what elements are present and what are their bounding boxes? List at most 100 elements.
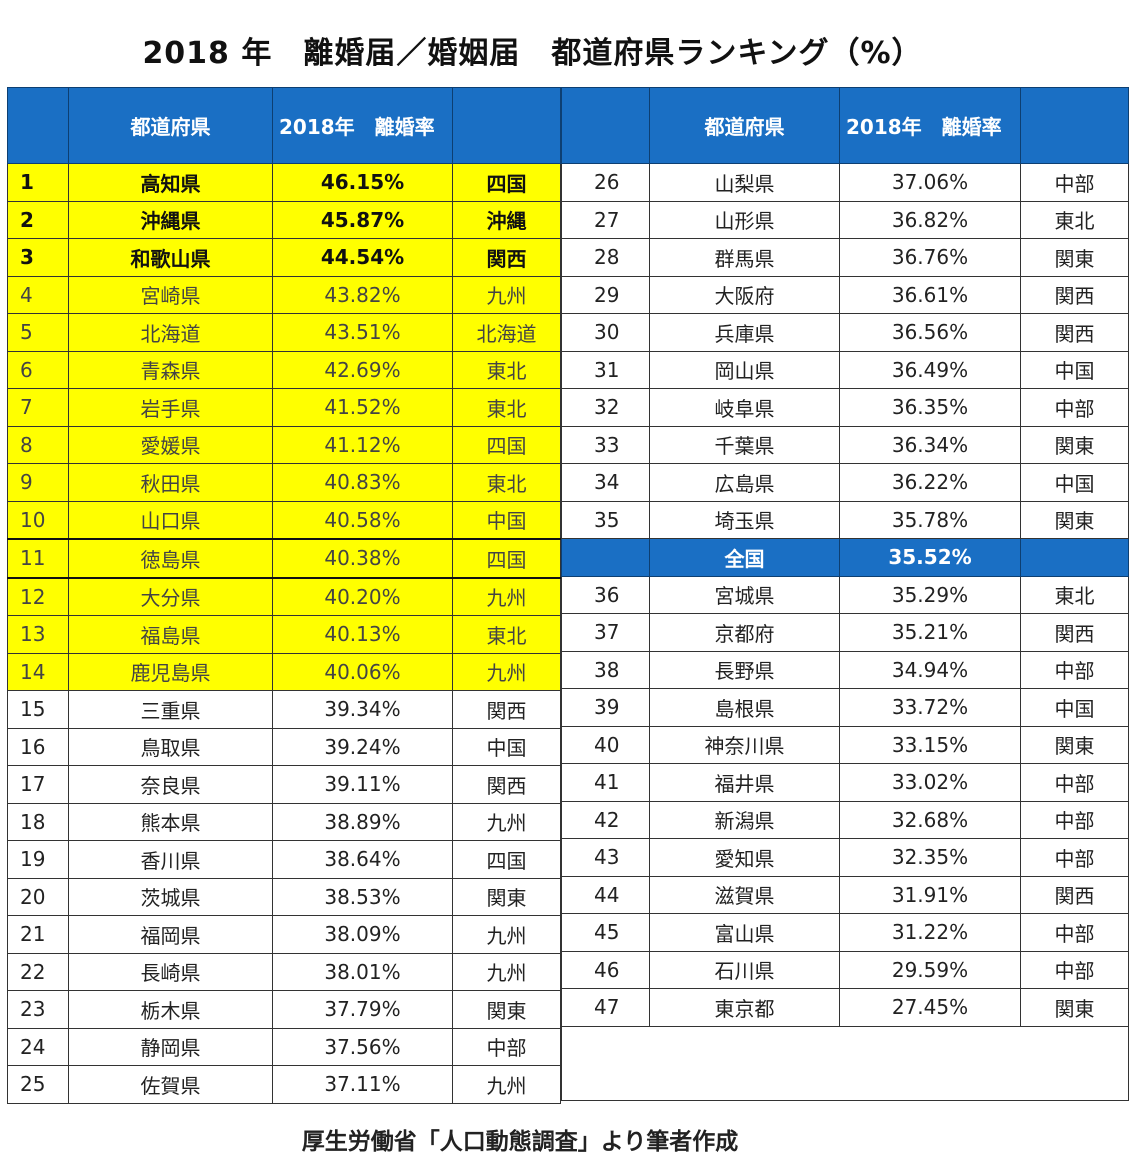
region-cell: 中国 [452, 727, 561, 766]
rate-cell: 29.59% [839, 950, 1021, 989]
prefecture-cell: 栃木県 [68, 990, 273, 1029]
rank-cell: 47 [561, 988, 650, 1027]
table-row: 44 滋賀県 31.91% 関西 [561, 875, 1129, 914]
rate-cell: 40.38% [272, 538, 453, 578]
rate-cell: 39.24% [272, 727, 453, 766]
region-cell: 中部 [1020, 763, 1129, 802]
prefecture-cell: 岡山県 [649, 350, 840, 389]
rate-cell: 31.22% [839, 913, 1021, 952]
header-rank [561, 87, 650, 164]
prefecture-cell: 宮崎県 [68, 275, 273, 314]
rate-cell: 31.91% [839, 875, 1021, 914]
prefecture-cell: 長崎県 [68, 952, 273, 991]
rank-cell: 34 [561, 463, 650, 502]
prefecture-cell: 和歌山県 [68, 238, 273, 277]
table-row: 43 愛知県 32.35% 中部 [561, 838, 1129, 877]
rank-cell: 18 [7, 802, 69, 841]
rank-cell: 31 [561, 350, 650, 389]
prefecture-cell: 群馬県 [649, 238, 840, 277]
rate-cell: 40.58% [272, 500, 453, 540]
table-row: 2 沖縄県 45.87% 沖縄 [7, 200, 561, 239]
table-row: 6 青森県 42.69% 東北 [7, 350, 561, 389]
rank-cell: 40 [561, 725, 650, 764]
rank-cell: 29 [561, 275, 650, 314]
header-row: 都道府県 2018年 離婚率 [7, 87, 561, 164]
empty-row [561, 1025, 1129, 1063]
rank-cell: 16 [7, 727, 69, 766]
region-cell: 中部 [1020, 913, 1129, 952]
region-cell: 九州 [452, 576, 561, 616]
rank-cell: 30 [561, 313, 650, 352]
table-row: 12 大分県 40.20% 九州 [7, 576, 561, 616]
region-cell: 中国 [1020, 688, 1129, 727]
prefecture-cell: 静岡県 [68, 1027, 273, 1066]
table-row: 9 秋田県 40.83% 東北 [7, 463, 561, 502]
rate-cell: 36.56% [839, 313, 1021, 352]
region-cell: 北海道 [452, 313, 561, 352]
rate-cell: 27.45% [839, 988, 1021, 1027]
table-row: 32 岐阜県 36.35% 中部 [561, 388, 1129, 427]
table-row: 47 東京都 27.45% 関東 [561, 988, 1129, 1027]
header-rate: 2018年 離婚率 [272, 87, 453, 164]
prefecture-cell: 愛媛県 [68, 425, 273, 464]
prefecture-cell: 新潟県 [649, 800, 840, 839]
prefecture-cell: 熊本県 [68, 802, 273, 841]
region-cell: 東北 [452, 615, 561, 654]
prefecture-cell: 茨城県 [68, 877, 273, 916]
header-region [452, 87, 561, 164]
table-row: 39 島根県 33.72% 中国 [561, 688, 1129, 727]
rank-cell: 13 [7, 615, 69, 654]
prefecture-cell: 香川県 [68, 840, 273, 879]
region-cell: 中国 [1020, 350, 1129, 389]
rank-cell: 26 [561, 163, 650, 202]
region-cell: 関西 [452, 765, 561, 804]
rank-cell: 46 [561, 950, 650, 989]
rate-cell: 36.22% [839, 463, 1021, 502]
prefecture-cell: 大阪府 [649, 275, 840, 314]
prefecture-cell: 奈良県 [68, 765, 273, 804]
table-row: 31 岡山県 36.49% 中国 [561, 350, 1129, 389]
region-cell: 九州 [452, 915, 561, 954]
region-cell: 関東 [1020, 500, 1129, 539]
prefecture-cell: 鹿児島県 [68, 652, 273, 691]
national-rate: 35.52% [839, 538, 1021, 577]
region-cell: 中国 [452, 500, 561, 540]
national-average-row: 全国 35.52% [561, 538, 1129, 577]
region-cell: 関西 [452, 690, 561, 729]
table-row: 8 愛媛県 41.12% 四国 [7, 425, 561, 464]
prefecture-cell: 徳島県 [68, 538, 273, 578]
table-row: 42 新潟県 32.68% 中部 [561, 800, 1129, 839]
rank-cell: 37 [561, 613, 650, 652]
table-row: 20 茨城県 38.53% 関東 [7, 877, 561, 916]
national-label: 全国 [649, 538, 840, 577]
table-row: 26 山梨県 37.06% 中部 [561, 163, 1129, 202]
rate-cell: 38.53% [272, 877, 453, 916]
rate-cell: 36.49% [839, 350, 1021, 389]
table-row: 17 奈良県 39.11% 関西 [7, 765, 561, 804]
region-cell: 四国 [452, 840, 561, 879]
table-row: 28 群馬県 36.76% 関東 [561, 238, 1129, 277]
national-rank-cell [561, 538, 650, 577]
region-cell: 東北 [452, 463, 561, 502]
empty-cell [561, 1063, 1129, 1101]
rate-cell: 36.35% [839, 388, 1021, 427]
rate-cell: 36.34% [839, 425, 1021, 464]
rank-cell: 12 [7, 576, 69, 616]
rate-cell: 43.51% [272, 313, 453, 352]
rank-cell: 20 [7, 877, 69, 916]
rate-cell: 40.06% [272, 652, 453, 691]
table-row: 21 福岡県 38.09% 九州 [7, 915, 561, 954]
rate-cell: 38.64% [272, 840, 453, 879]
rank-cell: 41 [561, 763, 650, 802]
region-cell: 中部 [1020, 388, 1129, 427]
rate-cell: 41.52% [272, 388, 453, 427]
table-row: 22 長崎県 38.01% 九州 [7, 952, 561, 991]
rank-cell: 3 [7, 238, 69, 277]
region-cell: 東北 [1020, 575, 1129, 614]
table-row: 37 京都府 35.21% 関西 [561, 613, 1129, 652]
region-cell: 関東 [1020, 988, 1129, 1027]
rank-cell: 24 [7, 1027, 69, 1066]
rank-cell: 27 [561, 200, 650, 239]
rank-cell: 14 [7, 652, 69, 691]
header-row: 都道府県 2018年 離婚率 [561, 87, 1129, 164]
